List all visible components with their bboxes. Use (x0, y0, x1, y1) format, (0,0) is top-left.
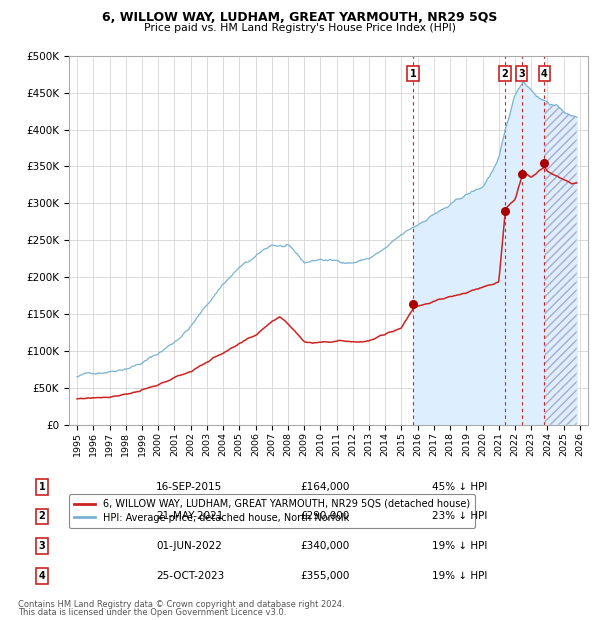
Text: 2: 2 (38, 512, 46, 521)
Text: 3: 3 (38, 541, 46, 551)
Text: 6, WILLOW WAY, LUDHAM, GREAT YARMOUTH, NR29 5QS: 6, WILLOW WAY, LUDHAM, GREAT YARMOUTH, N… (103, 11, 497, 24)
Text: Price paid vs. HM Land Registry's House Price Index (HPI): Price paid vs. HM Land Registry's House … (144, 23, 456, 33)
Text: 16-SEP-2015: 16-SEP-2015 (156, 482, 222, 492)
Text: Contains HM Land Registry data © Crown copyright and database right 2024.: Contains HM Land Registry data © Crown c… (18, 600, 344, 609)
Text: 4: 4 (541, 69, 548, 79)
Text: 21-MAY-2021: 21-MAY-2021 (156, 512, 223, 521)
Text: £164,000: £164,000 (300, 482, 349, 492)
Text: This data is licensed under the Open Government Licence v3.0.: This data is licensed under the Open Gov… (18, 608, 286, 617)
Text: 19% ↓ HPI: 19% ↓ HPI (432, 541, 487, 551)
Text: 2: 2 (502, 69, 508, 79)
Text: 1: 1 (38, 482, 46, 492)
Polygon shape (545, 100, 577, 425)
Legend: 6, WILLOW WAY, LUDHAM, GREAT YARMOUTH, NR29 5QS (detached house), HPI: Average p: 6, WILLOW WAY, LUDHAM, GREAT YARMOUTH, N… (68, 494, 475, 528)
Text: £355,000: £355,000 (300, 571, 349, 581)
Text: 23% ↓ HPI: 23% ↓ HPI (432, 512, 487, 521)
Text: 19% ↓ HPI: 19% ↓ HPI (432, 571, 487, 581)
Text: £340,000: £340,000 (300, 541, 349, 551)
Text: 3: 3 (518, 69, 525, 79)
Text: 25-OCT-2023: 25-OCT-2023 (156, 571, 224, 581)
Text: 01-JUN-2022: 01-JUN-2022 (156, 541, 222, 551)
Text: £290,000: £290,000 (300, 512, 349, 521)
Text: 1: 1 (410, 69, 416, 79)
Text: 45% ↓ HPI: 45% ↓ HPI (432, 482, 487, 492)
Text: 4: 4 (38, 571, 46, 581)
